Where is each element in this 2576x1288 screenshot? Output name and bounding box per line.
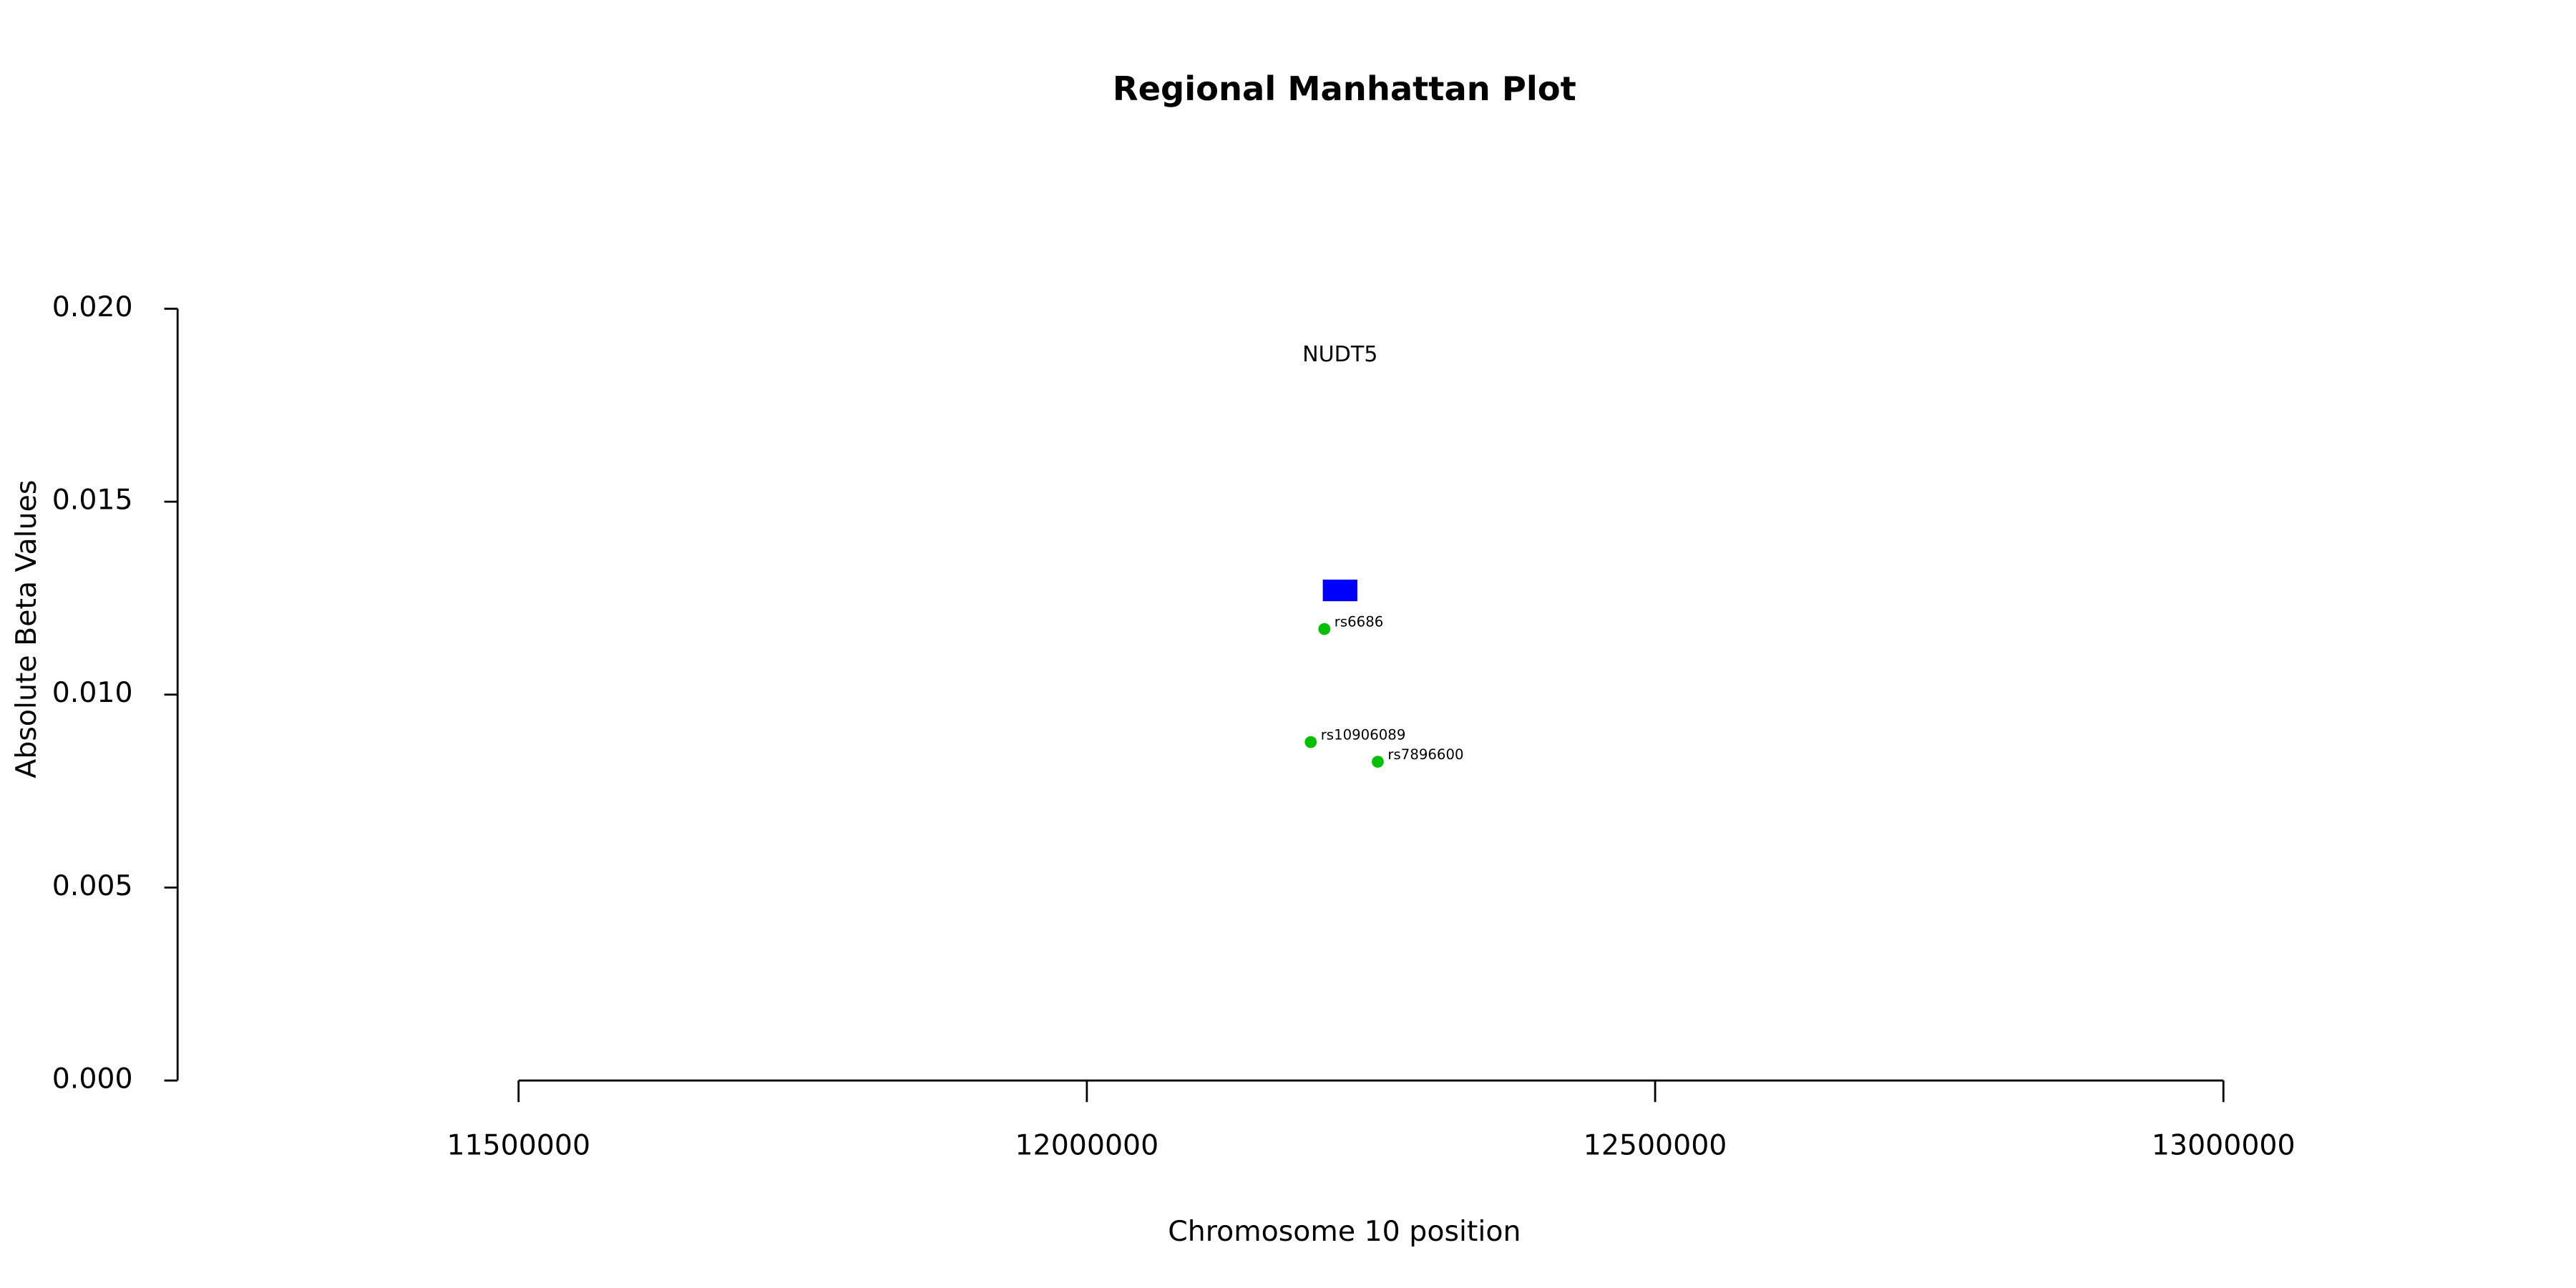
snp-label: rs6686 [1335, 613, 1384, 630]
y-tick-label: 0.020 [52, 291, 133, 323]
y-tick-label: 0.015 [52, 484, 133, 517]
y-tick-label: 0.000 [52, 1063, 133, 1096]
snp-point [1304, 736, 1317, 748]
y-tick-label: 0.005 [52, 869, 133, 902]
chart-title: Regional Manhattan Plot [1113, 69, 1576, 108]
x-tick-label: 11500000 [447, 1128, 590, 1161]
gene-label: NUDT5 [1302, 342, 1377, 367]
snp-label: rs10906089 [1321, 726, 1406, 743]
gene [1322, 580, 1357, 602]
x-tick-label: 12500000 [1584, 1128, 1727, 1161]
y-tick-label: 0.010 [52, 676, 133, 709]
y-axis-label: Absolute Beta Values [10, 480, 43, 779]
x-tick-label: 13000000 [2152, 1128, 2296, 1161]
x-axis-label: Chromosome 10 position [1168, 1215, 1521, 1248]
snp-label: rs7896600 [1387, 746, 1463, 763]
snp-point [1318, 623, 1331, 635]
x-tick-label: 12000000 [1015, 1128, 1159, 1161]
snp-point [1372, 756, 1384, 768]
